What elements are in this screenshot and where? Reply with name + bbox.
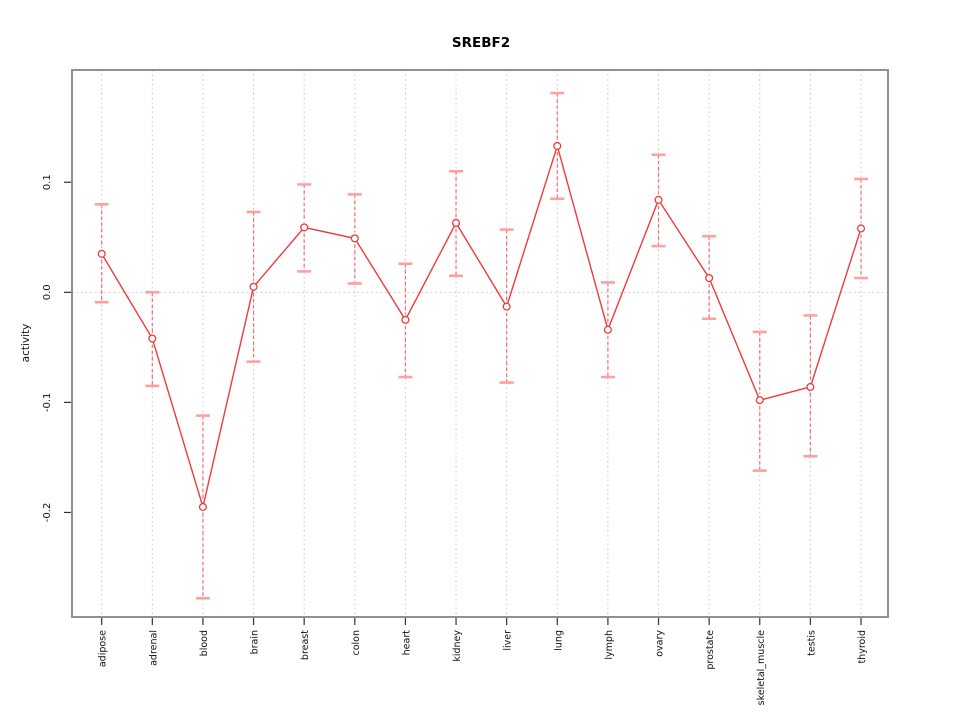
x-tick-label: prostate [705,630,716,670]
data-point [654,195,663,204]
x-tick-label: liver [503,630,514,651]
x-tick-label: breast [300,630,311,660]
x-tick-label: thyroid [857,630,868,664]
x-tick-label: lymph [604,630,615,660]
data-point [148,334,157,343]
axis-layer: 0.1 0.0 -0.1 -0.2 adipose adrenal blood brain br… [42,69,889,705]
x-tick-label: adipose [98,630,109,667]
data-point [97,249,106,258]
x-tick-label: blood [199,630,210,656]
data-point [350,234,359,243]
data-point [198,502,207,511]
data-point [249,282,258,291]
data-point [502,302,511,311]
y-tick-label: -0.2 [42,503,53,523]
data-point [856,224,866,233]
x-tick-label: testis [806,630,817,656]
x-tick-label: skeletal_muscle [756,630,767,705]
data-point [401,315,410,324]
x-tick-label: ovary [655,630,666,657]
x-tick-label: kidney [452,630,463,662]
series-line [101,143,862,510]
grid-layer [72,70,888,617]
y-tick-label: 0.0 [42,284,53,300]
x-tick-label: adrenal [148,630,159,666]
chart-title: SREBF2 [452,35,510,51]
data-point [553,141,562,150]
data-point [806,382,815,392]
x-tick-label: lung [553,630,564,651]
y-axis-title: activity [20,324,32,363]
data-point [755,396,764,405]
x-tick-label: colon [351,630,362,656]
y-tick-label: -0.1 [42,393,53,413]
x-tick-label: brain [250,630,261,654]
y-tick-label: 0.1 [42,174,53,190]
series-layer [94,91,868,600]
plot-border [71,69,889,618]
data-point [603,325,612,334]
data-point [705,273,714,283]
data-point [451,218,461,228]
x-tick-label: heart [401,630,412,656]
data-point [300,223,309,232]
